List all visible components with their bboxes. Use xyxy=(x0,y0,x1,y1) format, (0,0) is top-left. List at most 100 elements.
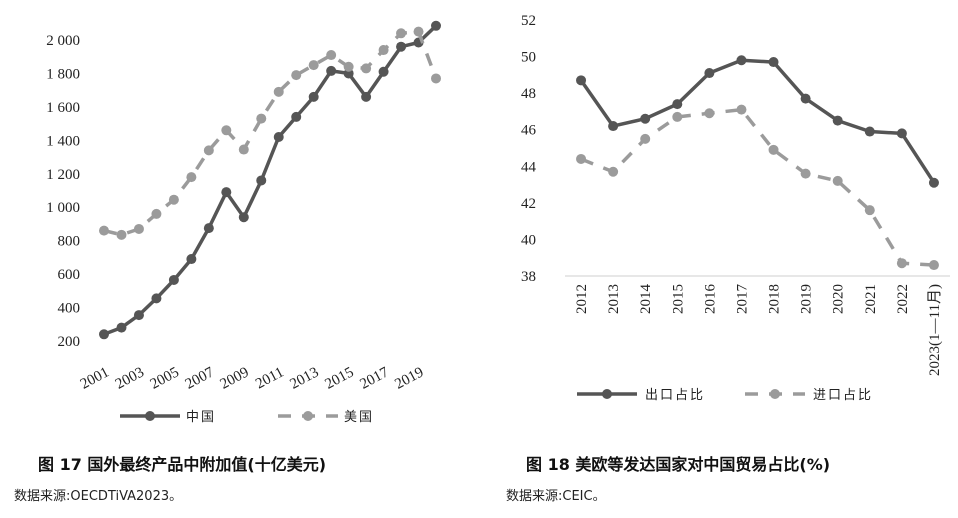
x-tick-label: 2015 xyxy=(670,284,686,314)
y-tick-label: 1 000 xyxy=(46,200,80,216)
data-point xyxy=(640,133,651,144)
data-point xyxy=(326,65,337,76)
legend-marker-0 xyxy=(145,411,155,421)
data-point xyxy=(256,113,267,124)
x-tick-label: 2005 xyxy=(148,364,182,392)
series-line-1 xyxy=(103,29,438,237)
x-tick-label: 2001 xyxy=(78,364,112,392)
data-point xyxy=(238,212,249,223)
data-point xyxy=(672,99,683,110)
x-tick-label: 2013 xyxy=(288,364,322,392)
series-line-1 xyxy=(580,107,935,267)
data-point xyxy=(308,91,319,102)
series-line-0 xyxy=(579,58,936,184)
data-point xyxy=(704,68,715,79)
x-tick-label: 2009 xyxy=(218,364,252,392)
data-point xyxy=(608,166,619,177)
data-point xyxy=(378,45,389,56)
data-point xyxy=(273,86,284,97)
x-tick-label: 2007 xyxy=(183,364,217,392)
data-point xyxy=(99,329,109,340)
data-point xyxy=(361,63,372,74)
y-tick-label: 42 xyxy=(521,196,536,212)
y-tick-label: 52 xyxy=(521,13,536,29)
x-tick-label: 2023(1—11月) xyxy=(927,284,943,376)
data-point xyxy=(221,125,232,136)
x-tick-label: 2022 xyxy=(895,284,911,314)
y-tick-label: 200 xyxy=(58,334,81,350)
chart-value-added: 200 400 600 800 1 000 1 200 1 400 1 600 1 800 2 0… xyxy=(46,20,441,425)
data-point xyxy=(832,175,843,186)
x-tick-label: 2017 xyxy=(734,284,750,315)
data-point xyxy=(343,61,354,72)
x-tick-label: 2016 xyxy=(702,284,718,315)
data-point xyxy=(151,293,162,304)
y-tick-label: 48 xyxy=(521,86,536,102)
data-point xyxy=(378,66,389,77)
data-point xyxy=(203,145,214,156)
chart2-source: 数据来源:CEIC。 xyxy=(506,489,606,504)
legend-label-0: 中国 xyxy=(186,410,216,425)
chart1-caption: 图 17 国外最终产品中附加值(十亿美元) xyxy=(38,455,327,474)
y-tick-label: 600 xyxy=(58,267,81,283)
x-tick-label: 2011 xyxy=(253,364,287,392)
y-tick-label: 50 xyxy=(521,50,536,66)
x-tick-label: 2015 xyxy=(323,364,357,392)
y-tick-label: 1 400 xyxy=(46,133,80,149)
data-point xyxy=(896,128,907,139)
x-tick-label: 2019 xyxy=(392,364,426,392)
data-point xyxy=(704,108,715,119)
data-point xyxy=(736,104,747,115)
data-point xyxy=(203,223,214,234)
data-point xyxy=(238,144,249,155)
x-tick-label: 2013 xyxy=(606,284,622,314)
legend-marker-1 xyxy=(303,411,313,421)
data-point xyxy=(291,70,302,81)
legend-marker-1 xyxy=(770,389,780,399)
x-tick-label: 2003 xyxy=(113,364,147,392)
data-point xyxy=(800,168,811,179)
data-point xyxy=(326,50,337,61)
chart2-caption: 图 18 美欧等发达国家对中国贸易占比(%) xyxy=(526,455,831,474)
data-point xyxy=(928,177,939,188)
data-point xyxy=(864,205,875,216)
data-point xyxy=(672,111,683,122)
data-point xyxy=(864,126,875,137)
data-point xyxy=(413,26,424,37)
data-point xyxy=(800,93,811,104)
y-tick-label: 800 xyxy=(58,234,81,250)
data-point xyxy=(361,91,372,102)
legend-label-1: 进口占比 xyxy=(813,388,873,403)
data-point xyxy=(576,153,587,164)
data-point xyxy=(768,144,779,155)
legend-marker-0 xyxy=(602,389,612,399)
data-point xyxy=(396,28,407,39)
legend-label-1: 美国 xyxy=(344,410,374,425)
data-point xyxy=(133,310,144,321)
y-tick-label: 38 xyxy=(521,269,536,285)
chart1-source: 数据来源:OECDTiVA2023。 xyxy=(14,489,183,504)
y-tick-label: 46 xyxy=(521,123,537,139)
x-tick-label: 2020 xyxy=(831,284,847,314)
data-point xyxy=(768,57,779,68)
data-point xyxy=(273,131,284,142)
y-tick-label: 40 xyxy=(521,232,536,248)
data-point xyxy=(291,111,302,122)
chart-trade-share: 38 40 42 44 46 48 50 52 2012 2013 2014 2015 2016 2017… xyxy=(521,13,950,403)
data-point xyxy=(576,75,587,86)
data-point xyxy=(168,274,179,285)
data-point xyxy=(168,194,179,205)
data-point xyxy=(116,322,127,333)
data-point xyxy=(99,225,109,236)
data-point xyxy=(896,258,907,269)
data-point xyxy=(396,41,407,52)
x-tick-label: 2019 xyxy=(799,284,815,314)
data-point xyxy=(186,254,197,265)
data-point xyxy=(928,260,939,271)
y-tick-label: 400 xyxy=(58,301,81,317)
x-tick-label: 2014 xyxy=(638,284,654,315)
y-tick-label: 2 000 xyxy=(46,33,80,49)
data-point xyxy=(431,73,441,84)
x-tick-label: 2021 xyxy=(863,284,879,314)
